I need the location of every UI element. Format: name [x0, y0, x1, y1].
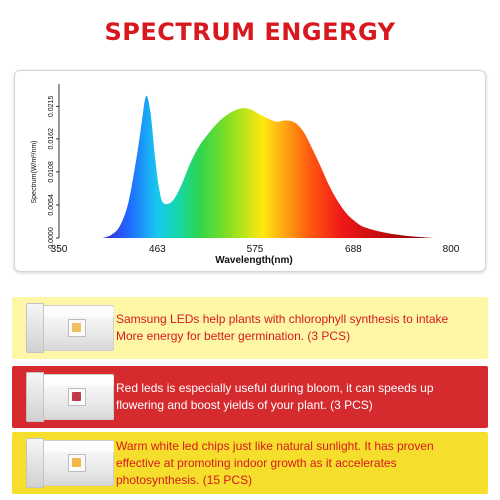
card-description: Samsung LEDs help plants with chlorophyl… [116, 312, 449, 343]
info-card-samsung: Samsung LEDs help plants with chlorophyl… [12, 297, 488, 359]
page-title: SPECTRUM ENGERGY [104, 18, 396, 46]
card-description: Warm white led chips just like natural s… [116, 438, 434, 487]
x-tick-label: 800 [443, 244, 460, 255]
info-card-red: Red leds is especially useful during blo… [12, 366, 488, 428]
led-chip-icon [68, 388, 86, 406]
y-axis-label: Spectrum(W/m²/nm) [31, 141, 38, 204]
card-description: Red leds is especially useful during blo… [116, 381, 434, 412]
led-strip-image [26, 366, 114, 428]
spectrum-area [102, 95, 434, 238]
led-chip-icon [68, 319, 86, 337]
x-tick-group: 350 463 575 688 800 [51, 244, 460, 255]
y-tick-label: 0.0054 [48, 194, 55, 216]
y-tick-group: 0.0000 0.0054 0.0108 0.0162 0.0215 [48, 96, 59, 249]
info-card-warm-white: Warm white led chips just like natural s… [12, 432, 488, 494]
y-tick-label: 0.0162 [48, 128, 55, 150]
led-chip-icon [68, 454, 86, 472]
led-strip-image [26, 297, 114, 359]
x-tick-label: 575 [247, 244, 264, 255]
x-tick-label: 688 [345, 244, 362, 255]
x-tick-label: 463 [149, 244, 166, 255]
spectrum-chart: 0.0000 0.0054 0.0108 0.0162 0.0215 350 463 575… [31, 84, 460, 266]
x-axis-label: Wavelength(nm) [215, 255, 292, 266]
x-tick-label: 350 [51, 244, 68, 255]
y-tick-label: 0.0215 [48, 96, 55, 118]
y-tick-label: 0.0108 [48, 161, 55, 183]
led-strip-image [26, 432, 114, 494]
y-tick-label: 0.0000 [48, 227, 55, 249]
